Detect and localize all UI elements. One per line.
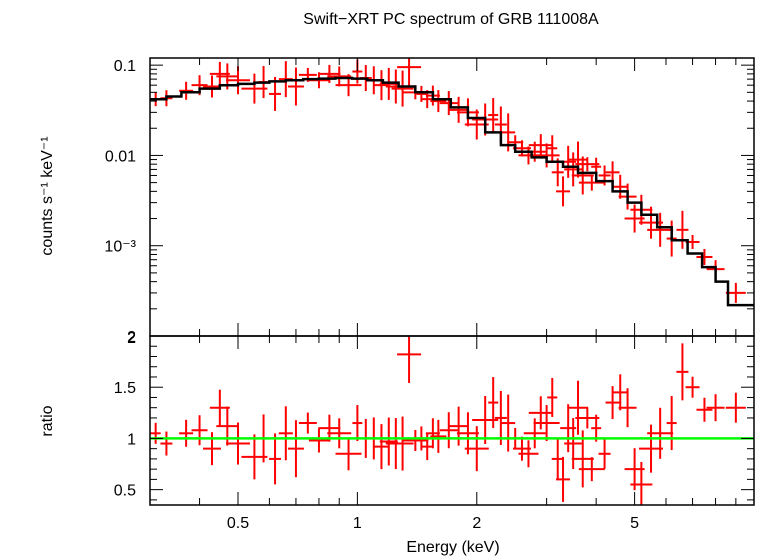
data-point-spectrum-31: [439, 91, 458, 116]
data-point-spectrum-12: [287, 67, 304, 106]
ratio-y-tick-label: 2: [127, 329, 136, 346]
data-point-spectrum-51: [571, 156, 594, 195]
data-point-ratio-60: [630, 462, 653, 505]
data-point-ratio-26: [402, 429, 429, 451]
data-point-spectrum-32: [448, 96, 469, 123]
x-tick-label: 2: [472, 515, 481, 532]
data-point-ratio-44: [533, 405, 560, 442]
data-point-ratio-50: [568, 380, 589, 435]
data-point-spectrum-25: [397, 58, 422, 87]
data-point-ratio-68: [725, 392, 746, 423]
data-point-ratio-46: [551, 437, 564, 480]
data-point-spectrum-49: [564, 152, 583, 187]
data-point-ratio-10: [269, 433, 282, 485]
data-point-ratio-47: [556, 456, 571, 502]
bottom-y-axis-label: ratio: [39, 405, 56, 436]
x-axis-label: Energy (keV): [406, 539, 499, 556]
data-point-spectrum-64: [676, 210, 689, 249]
data-point-spectrum-16: [327, 66, 352, 87]
data-point-spectrum-36: [488, 98, 499, 133]
data-point-ratio-37: [494, 390, 507, 445]
data-point-ratio-45: [547, 377, 558, 417]
data-point-ratio-7: [225, 422, 250, 465]
data-point-spectrum-22: [379, 67, 398, 100]
data-point-spectrum-43: [528, 134, 553, 157]
data-point-ratio-67: [706, 394, 725, 422]
data-point-spectrum-47: [556, 176, 571, 207]
data-point-spectrum-62: [647, 212, 674, 247]
ratio-panel-frame: [149, 335, 755, 506]
data-point-spectrum-56: [605, 161, 620, 184]
data-point-ratio-22: [379, 417, 398, 466]
data-point-ratio-25: [397, 336, 422, 383]
data-point-spectrum-66: [696, 248, 713, 265]
data-point-spectrum-30: [430, 90, 447, 113]
data-point-ratio-31: [439, 412, 458, 449]
data-point-spectrum-45: [547, 135, 558, 162]
data-point-ratio-36: [488, 377, 499, 429]
data-point-ratio-3: [191, 415, 208, 446]
chart-title: Swift−XRT PC spectrum of GRB 111008A: [303, 11, 599, 28]
data-point-ratio-66: [696, 397, 713, 422]
data-point-ratio-11: [278, 406, 293, 461]
data-point-ratio-34: [464, 426, 489, 472]
data-point-ratio-38: [501, 394, 516, 452]
data-point-ratio-57: [612, 374, 629, 411]
data-point-spectrum-53: [578, 174, 605, 191]
data-point-ratio-18: [352, 405, 363, 442]
data-point-ratio-1: [160, 431, 173, 456]
data-point-ratio-63: [666, 396, 677, 451]
data-point-spectrum-21: [373, 70, 390, 101]
data-point-ratio-17: [335, 437, 362, 471]
data-point-ratio-32: [448, 406, 469, 446]
data-point-spectrum-61: [639, 206, 664, 239]
spectrum-y-tick-label: 0.01: [105, 148, 136, 165]
data-point-spectrum-57: [612, 174, 629, 199]
data-point-ratio-2: [179, 419, 194, 447]
data-point-ratio-65: [685, 376, 700, 398]
data-point-ratio-16: [327, 418, 352, 449]
x-tick-label: 0.5: [227, 515, 249, 532]
chart-axes: 0.1 0.01 10⁻³ 0.5 1 1.5 2 0.5 1 2 5: [104, 57, 755, 532]
data-point-spectrum-15: [318, 64, 341, 83]
data-point-ratio-43: [528, 396, 553, 430]
data-point-ratio-62: [647, 407, 674, 459]
x-tick-label: 1: [353, 515, 362, 532]
spectrum-y-tick-label: 0.1: [114, 58, 136, 75]
data-point-spectrum-4: [203, 75, 222, 98]
data-point-ratio-12: [287, 420, 304, 478]
data-point-ratio-58: [618, 388, 637, 428]
data-point-ratio-13: [298, 412, 317, 434]
chart-marks: [150, 58, 754, 505]
data-point-ratio-33: [456, 412, 479, 455]
x-tick-label: 5: [630, 515, 639, 532]
data-point-ratio-4: [203, 432, 222, 466]
data-point-ratio-55: [598, 438, 611, 469]
data-point-spectrum-44: [533, 143, 560, 168]
top-y-axis-label: counts s⁻¹ keV⁻¹: [39, 136, 56, 255]
data-point-ratio-53: [578, 457, 605, 482]
data-point-ratio-14: [308, 428, 329, 453]
data-point-ratio-49: [564, 418, 583, 470]
data-point-spectrum-2: [179, 81, 194, 100]
data-point-ratio-0: [150, 422, 161, 444]
data-point-ratio-51: [571, 430, 594, 488]
data-point-spectrum-24: [391, 70, 414, 107]
spectrum-y-tick-label: 10⁻³: [104, 239, 136, 256]
data-point-ratio-21: [373, 424, 390, 470]
data-point-ratio-56: [605, 386, 620, 420]
data-point-ratio-24: [391, 416, 414, 471]
ratio-y-tick-label: 1: [127, 431, 136, 448]
data-point-ratio-64: [676, 343, 689, 401]
ratio-y-tick-label: 0.5: [114, 483, 136, 500]
model-step-line: [150, 76, 754, 307]
data-point-ratio-41: [518, 440, 539, 468]
data-point-ratio-30: [430, 419, 447, 453]
top-panel-bottom-label: 2: [127, 330, 136, 347]
ratio-y-tick-label: 1.5: [114, 380, 136, 397]
